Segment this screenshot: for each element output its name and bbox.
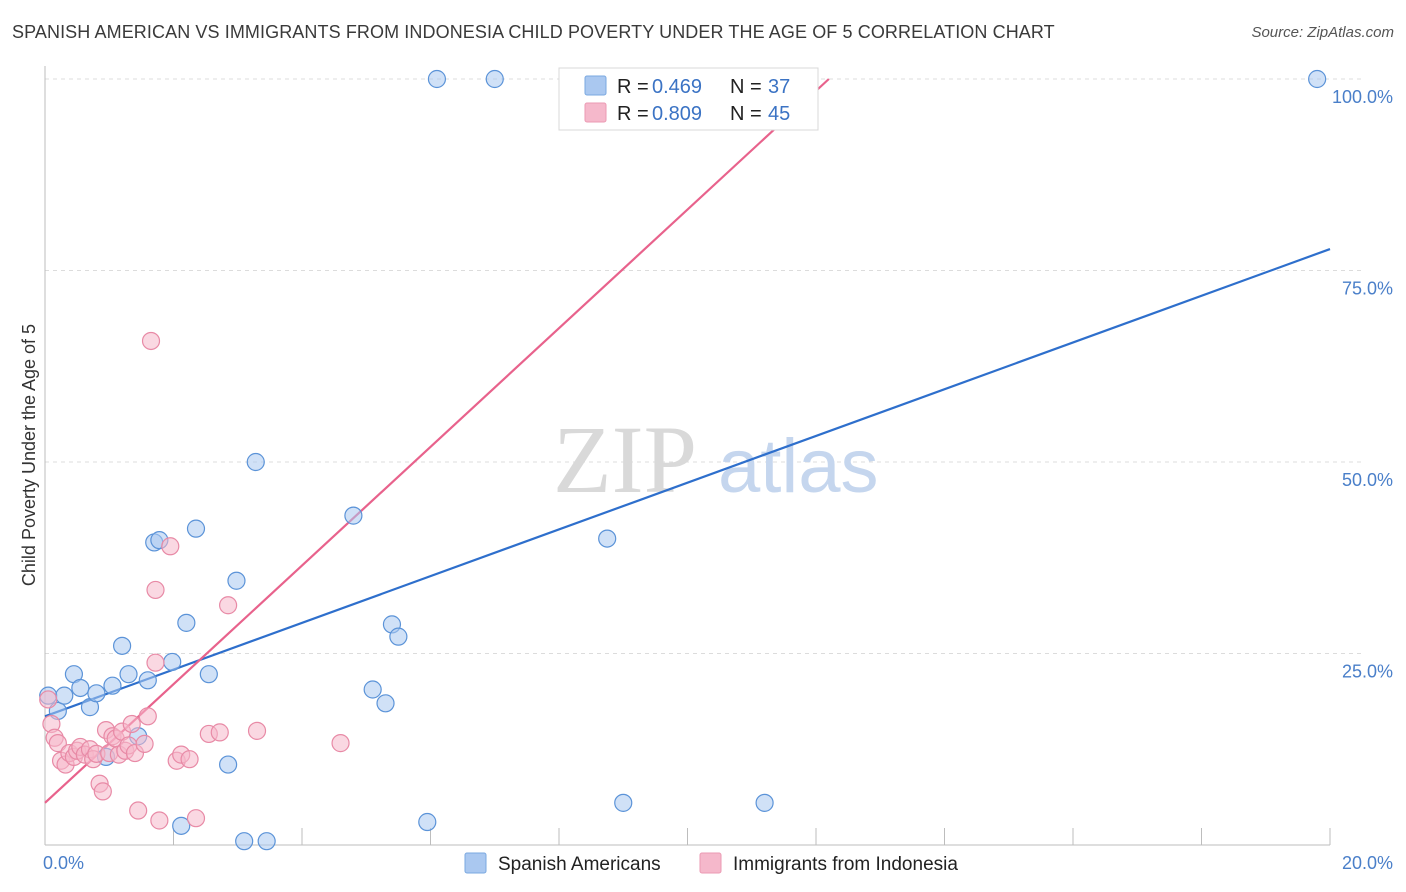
point-spanish-americans <box>71 678 90 698</box>
x-tick-label: 20.0% <box>1342 853 1393 873</box>
point-spanish-americans <box>219 755 238 774</box>
legend-n-value-2: 45 <box>768 103 790 125</box>
point-spanish-americans <box>163 652 182 672</box>
x-tick-label: 0.0% <box>43 853 84 873</box>
legend-n-label-1: N = <box>730 76 762 98</box>
point-indonesia <box>331 734 350 753</box>
point-spanish-americans <box>1308 69 1327 89</box>
point-spanish-americans <box>87 684 106 703</box>
point-indonesia <box>219 596 238 615</box>
x-tick-labels: 0.0% 20.0% <box>43 853 1393 873</box>
legend-swatch-pink <box>584 102 607 123</box>
point-spanish-americans <box>755 793 774 812</box>
point-spanish-americans <box>257 832 276 851</box>
point-spanish-americans <box>614 793 633 812</box>
point-indonesia <box>93 782 112 801</box>
legend-swatch-blue <box>584 75 607 96</box>
point-spanish-americans <box>103 676 122 695</box>
point-indonesia <box>247 721 267 740</box>
point-indonesia <box>138 707 157 726</box>
point-indonesia <box>210 723 229 742</box>
point-spanish-americans <box>186 519 206 538</box>
source-credit: Source: ZipAtlas.com <box>1251 24 1394 41</box>
point-spanish-americans <box>427 69 447 89</box>
trend-line-spanish-americans <box>44 248 1331 718</box>
point-spanish-americans <box>172 816 191 835</box>
point-indonesia <box>180 750 199 769</box>
legend-n-label-2: N = <box>730 103 762 125</box>
bottom-legend-swatch-pink <box>699 852 722 874</box>
chart-title: SPANISH AMERICAN VS IMMIGRANTS FROM INDO… <box>12 22 1055 42</box>
point-indonesia <box>141 331 161 351</box>
data-points <box>39 69 1327 851</box>
point-spanish-americans <box>112 636 132 655</box>
watermark: ZIP atlas <box>553 406 879 513</box>
bottom-legend-label-1: Spanish Americans <box>498 854 661 875</box>
legend-top: R = 0.469 N = 37 R = 0.809 N = 45 <box>558 67 819 131</box>
grid-lines <box>45 78 1365 654</box>
y-tick-label: 25.0% <box>1342 662 1393 682</box>
point-indonesia <box>150 811 169 830</box>
point-spanish-americans <box>363 680 382 699</box>
point-indonesia <box>48 734 67 753</box>
point-spanish-americans <box>389 627 408 646</box>
point-indonesia <box>161 537 180 556</box>
point-spanish-americans <box>246 452 265 472</box>
point-spanish-americans <box>227 571 246 590</box>
point-indonesia <box>146 580 165 600</box>
y-tick-label: 100.0% <box>1332 87 1393 107</box>
legend-bottom: Spanish Americans Immigrants from Indone… <box>464 852 958 875</box>
point-spanish-americans <box>138 671 157 690</box>
legend-r-label-2: R = <box>617 103 649 125</box>
point-indonesia <box>135 734 154 753</box>
legend-n-value-1: 37 <box>768 76 790 98</box>
watermark-zip: ZIP <box>553 406 697 513</box>
point-indonesia <box>186 809 206 828</box>
point-indonesia <box>39 690 58 709</box>
point-spanish-americans <box>199 665 218 684</box>
legend-r-value-1: 0.469 <box>652 76 702 98</box>
point-indonesia <box>122 714 141 734</box>
point-spanish-americans <box>418 812 437 832</box>
trend-line-indonesia <box>44 78 830 804</box>
point-spanish-americans <box>119 665 138 684</box>
point-spanish-americans <box>177 613 196 632</box>
bottom-legend-label-2: Immigrants from Indonesia <box>733 854 958 875</box>
point-spanish-americans <box>376 694 395 713</box>
point-spanish-americans <box>598 529 617 548</box>
point-spanish-americans <box>344 506 363 525</box>
bottom-legend-swatch-blue <box>464 852 487 874</box>
y-tick-label: 75.0% <box>1342 279 1393 299</box>
point-spanish-americans <box>55 686 74 705</box>
y-tick-label: 50.0% <box>1342 470 1393 490</box>
point-indonesia <box>129 801 148 820</box>
y-axis-label: Child Poverty Under the Age of 5 <box>19 324 39 586</box>
point-spanish-americans <box>485 69 504 89</box>
y-tick-labels: 25.0% 50.0% 75.0% 100.0% <box>1332 87 1393 682</box>
legend-r-value-2: 0.809 <box>652 103 702 125</box>
point-indonesia <box>146 653 165 672</box>
trend-lines <box>44 78 1331 804</box>
point-spanish-americans <box>235 832 254 851</box>
watermark-atlas: atlas <box>718 424 879 509</box>
legend-r-label-1: R = <box>617 76 649 98</box>
